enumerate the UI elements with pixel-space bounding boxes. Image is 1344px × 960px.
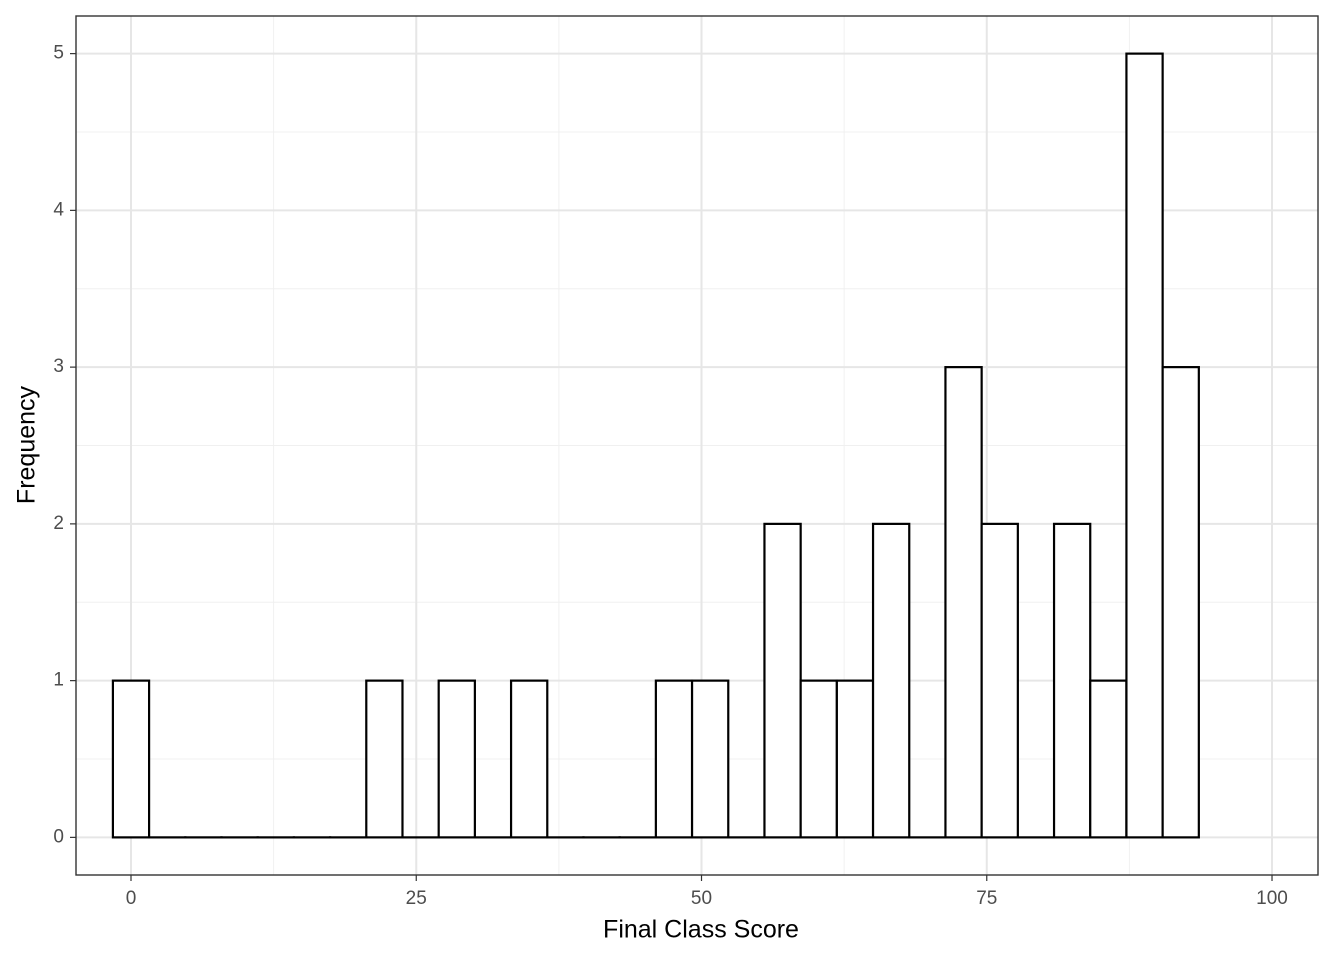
bar [871,522,911,839]
bar [1089,679,1128,839]
bar [1052,522,1092,839]
x-tick-label: 100 [1256,888,1288,909]
bar [654,679,694,839]
y-tick-label: 5 [53,43,64,64]
bar [980,522,1019,839]
y-tick-label: 0 [53,826,64,847]
bar [799,679,838,839]
bar [835,679,875,839]
y-axis-title: Frequency [13,385,41,504]
bar [690,679,730,839]
x-tick-label: 25 [406,888,427,909]
y-tick-label: 4 [53,199,64,220]
bar [1161,366,1200,839]
y-tick-label: 2 [53,513,64,534]
x-axis-title: Final Class Score [603,916,799,944]
bar [944,366,983,839]
bar [111,679,151,839]
x-tick-label: 50 [691,888,712,909]
x-tick-label: 0 [126,888,137,909]
bar [437,679,476,839]
panel-border [75,15,1319,876]
x-tick-label: 75 [976,888,997,909]
bar [763,522,802,839]
bar [509,679,549,839]
y-tick-label: 1 [53,670,64,691]
bar [365,679,404,839]
bar [1125,52,1164,839]
y-tick-label: 3 [53,356,64,377]
